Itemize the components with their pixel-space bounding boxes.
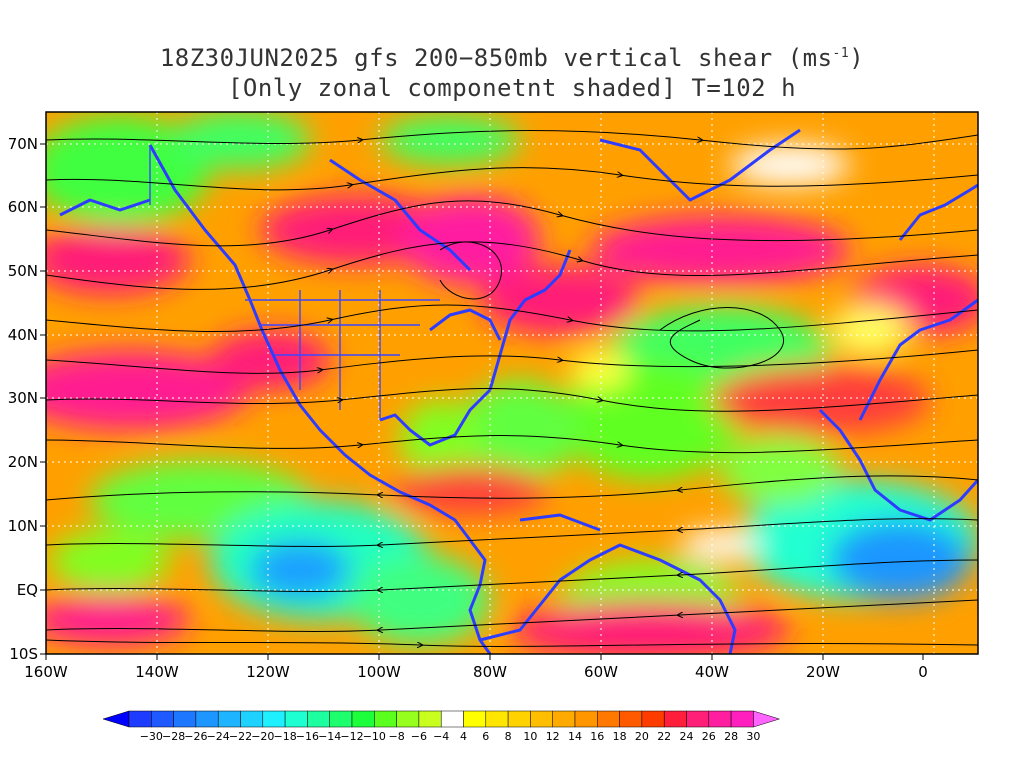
colorbar-swatch	[530, 710, 553, 728]
colorbar-label: 8	[505, 730, 512, 743]
lon-ticks	[45, 654, 924, 660]
colorbar-swatch	[463, 710, 487, 728]
colorbar-swatch	[217, 710, 241, 728]
lon-label: 120W	[246, 663, 290, 681]
lat-label: 70N	[8, 135, 38, 153]
colorbar-swatch	[173, 710, 197, 728]
colorbar-label: 4	[460, 730, 467, 743]
lat-ticks	[40, 143, 46, 655]
lat-label: 20N	[8, 453, 38, 471]
colorbar-label: −4	[433, 730, 449, 743]
colorbar-swatch	[351, 710, 375, 728]
state-borders	[149, 145, 440, 420]
lon-label: 100W	[357, 663, 401, 681]
colorbar-swatch	[597, 710, 620, 728]
lat-label: 50N	[8, 262, 38, 280]
colorbar-label: 12	[546, 730, 560, 743]
lat-label: 60N	[8, 198, 38, 216]
colorbar-label: 18	[613, 730, 627, 743]
colorbar-label: 30	[746, 730, 760, 743]
colorbar-label: −14	[318, 730, 341, 743]
lat-label: 10S	[9, 645, 38, 663]
colorbar-swatch	[284, 710, 308, 728]
lon-label: 20W	[806, 663, 840, 681]
title-text-end: )	[849, 44, 865, 72]
shading-field	[46, 112, 978, 654]
colorbar-swatch	[619, 710, 643, 728]
colorbar-label: 28	[724, 730, 738, 743]
colorbar-swatch	[151, 710, 174, 728]
longitude-labels: 160W 140W 120W 100W 80W 60W 40W 20W 0	[24, 663, 928, 681]
colorbar-swatch	[708, 710, 732, 728]
colorbar-label: 24	[680, 730, 694, 743]
colorbar-swatch	[240, 710, 264, 728]
colorbar-label: −18	[273, 730, 296, 743]
colorbar-swatch	[552, 710, 576, 728]
colorbar-label: −16	[296, 730, 319, 743]
colorbar-swatch	[686, 710, 710, 728]
colorbar-label: −24	[207, 730, 230, 743]
colorbar-swatch	[374, 710, 397, 728]
lon-label: 140W	[135, 663, 179, 681]
colorbar-label: 16	[590, 730, 604, 743]
colorbar-swatch	[329, 710, 353, 728]
colorbar-high-arrow	[753, 710, 781, 728]
colorbar-label: 20	[635, 730, 649, 743]
lat-label: 10N	[8, 517, 38, 535]
chart-title-line-1: 18Z30JUN2025 gfs 200−850mb vertical shea…	[0, 44, 1024, 72]
lat-label: 40N	[8, 326, 38, 344]
colorbar-swatch	[262, 710, 286, 728]
colorbar-label: 14	[568, 730, 582, 743]
colorbar-swatch	[128, 710, 152, 728]
colorbar-swatch	[195, 710, 219, 728]
colorbar-swatch	[507, 710, 531, 728]
colorbar-label: −28	[162, 730, 185, 743]
colorbar-label: −8	[388, 730, 404, 743]
lon-label: 40W	[695, 663, 729, 681]
latitude-labels: 70N 60N 50N 40N 30N 20N 10N EQ 10S	[8, 135, 38, 663]
colorbar-label: −26	[184, 730, 207, 743]
colorbar-label: −22	[229, 730, 252, 743]
colorbar-swatch	[418, 710, 442, 728]
colorbar-swatch	[485, 710, 509, 728]
lon-label: 80W	[473, 663, 507, 681]
colorbar-label: −30	[140, 730, 163, 743]
colorbar-low-arrow	[102, 710, 130, 728]
colorbar-swatch	[574, 710, 598, 728]
colorbar-label: −12	[340, 730, 363, 743]
lat-label: EQ	[17, 581, 38, 599]
colorbar-label: −20	[251, 730, 274, 743]
colorbar-label: 22	[657, 730, 671, 743]
colorbar-swatch	[440, 710, 464, 728]
lat-label: 30N	[8, 389, 38, 407]
colorbar-label: 10	[523, 730, 537, 743]
colorbar-swatch	[641, 710, 665, 728]
colorbar-swatch	[396, 710, 420, 728]
map-frame	[45, 111, 979, 655]
lon-label: 60W	[584, 663, 618, 681]
colorbar: −30 −28 −26 −24 −22 −20 −18 −16 −14 −12 −10 −8 −6 −4 4…	[102, 710, 781, 743]
colorbar-swatch	[307, 710, 330, 728]
map-plot-area	[46, 112, 978, 654]
colorbar-label: −10	[363, 730, 386, 743]
title-unit-superscript: -1	[832, 46, 850, 61]
chart-subtitle: [Only zonal componetnt shaded] T=102 h	[227, 74, 797, 102]
streamlines	[46, 130, 978, 647]
lon-label: 160W	[24, 663, 68, 681]
colorbar-swatch	[730, 710, 754, 728]
title-text: 18Z30JUN2025 gfs 200−850mb vertical shea…	[159, 44, 833, 72]
colorbar-label: 6	[482, 730, 489, 743]
colorbar-label: −6	[411, 730, 427, 743]
colorbar-label: 26	[702, 730, 716, 743]
colorbar-swatch	[663, 710, 687, 728]
lon-label: 0	[918, 663, 928, 681]
